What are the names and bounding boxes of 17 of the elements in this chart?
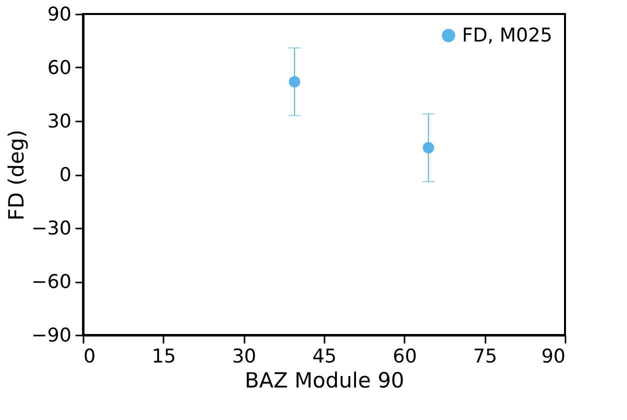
y-tick-label: −90 xyxy=(31,324,72,346)
x-tick-label: 30 xyxy=(232,346,256,368)
x-tick-label: 15 xyxy=(152,346,176,368)
y-tick-label: 0 xyxy=(59,164,72,186)
x-tick-label: 0 xyxy=(84,346,96,368)
x-tick-label: 60 xyxy=(392,346,417,368)
y-axis-title: FD (deg) xyxy=(4,130,28,220)
x-tick-label: 90 xyxy=(541,346,566,368)
y-tick-label: 90 xyxy=(47,4,72,26)
x-tick-label: 45 xyxy=(312,346,337,368)
legend-label: FD, M025 xyxy=(462,24,552,46)
y-tick-label: −60 xyxy=(31,271,72,293)
y-tick-label: 60 xyxy=(47,57,72,79)
y-tick-label: −30 xyxy=(31,218,72,240)
x-axis-title: BAZ Module 90 xyxy=(244,368,404,392)
x-tick-label: 75 xyxy=(473,346,498,368)
y-tick-label: 30 xyxy=(47,110,72,132)
